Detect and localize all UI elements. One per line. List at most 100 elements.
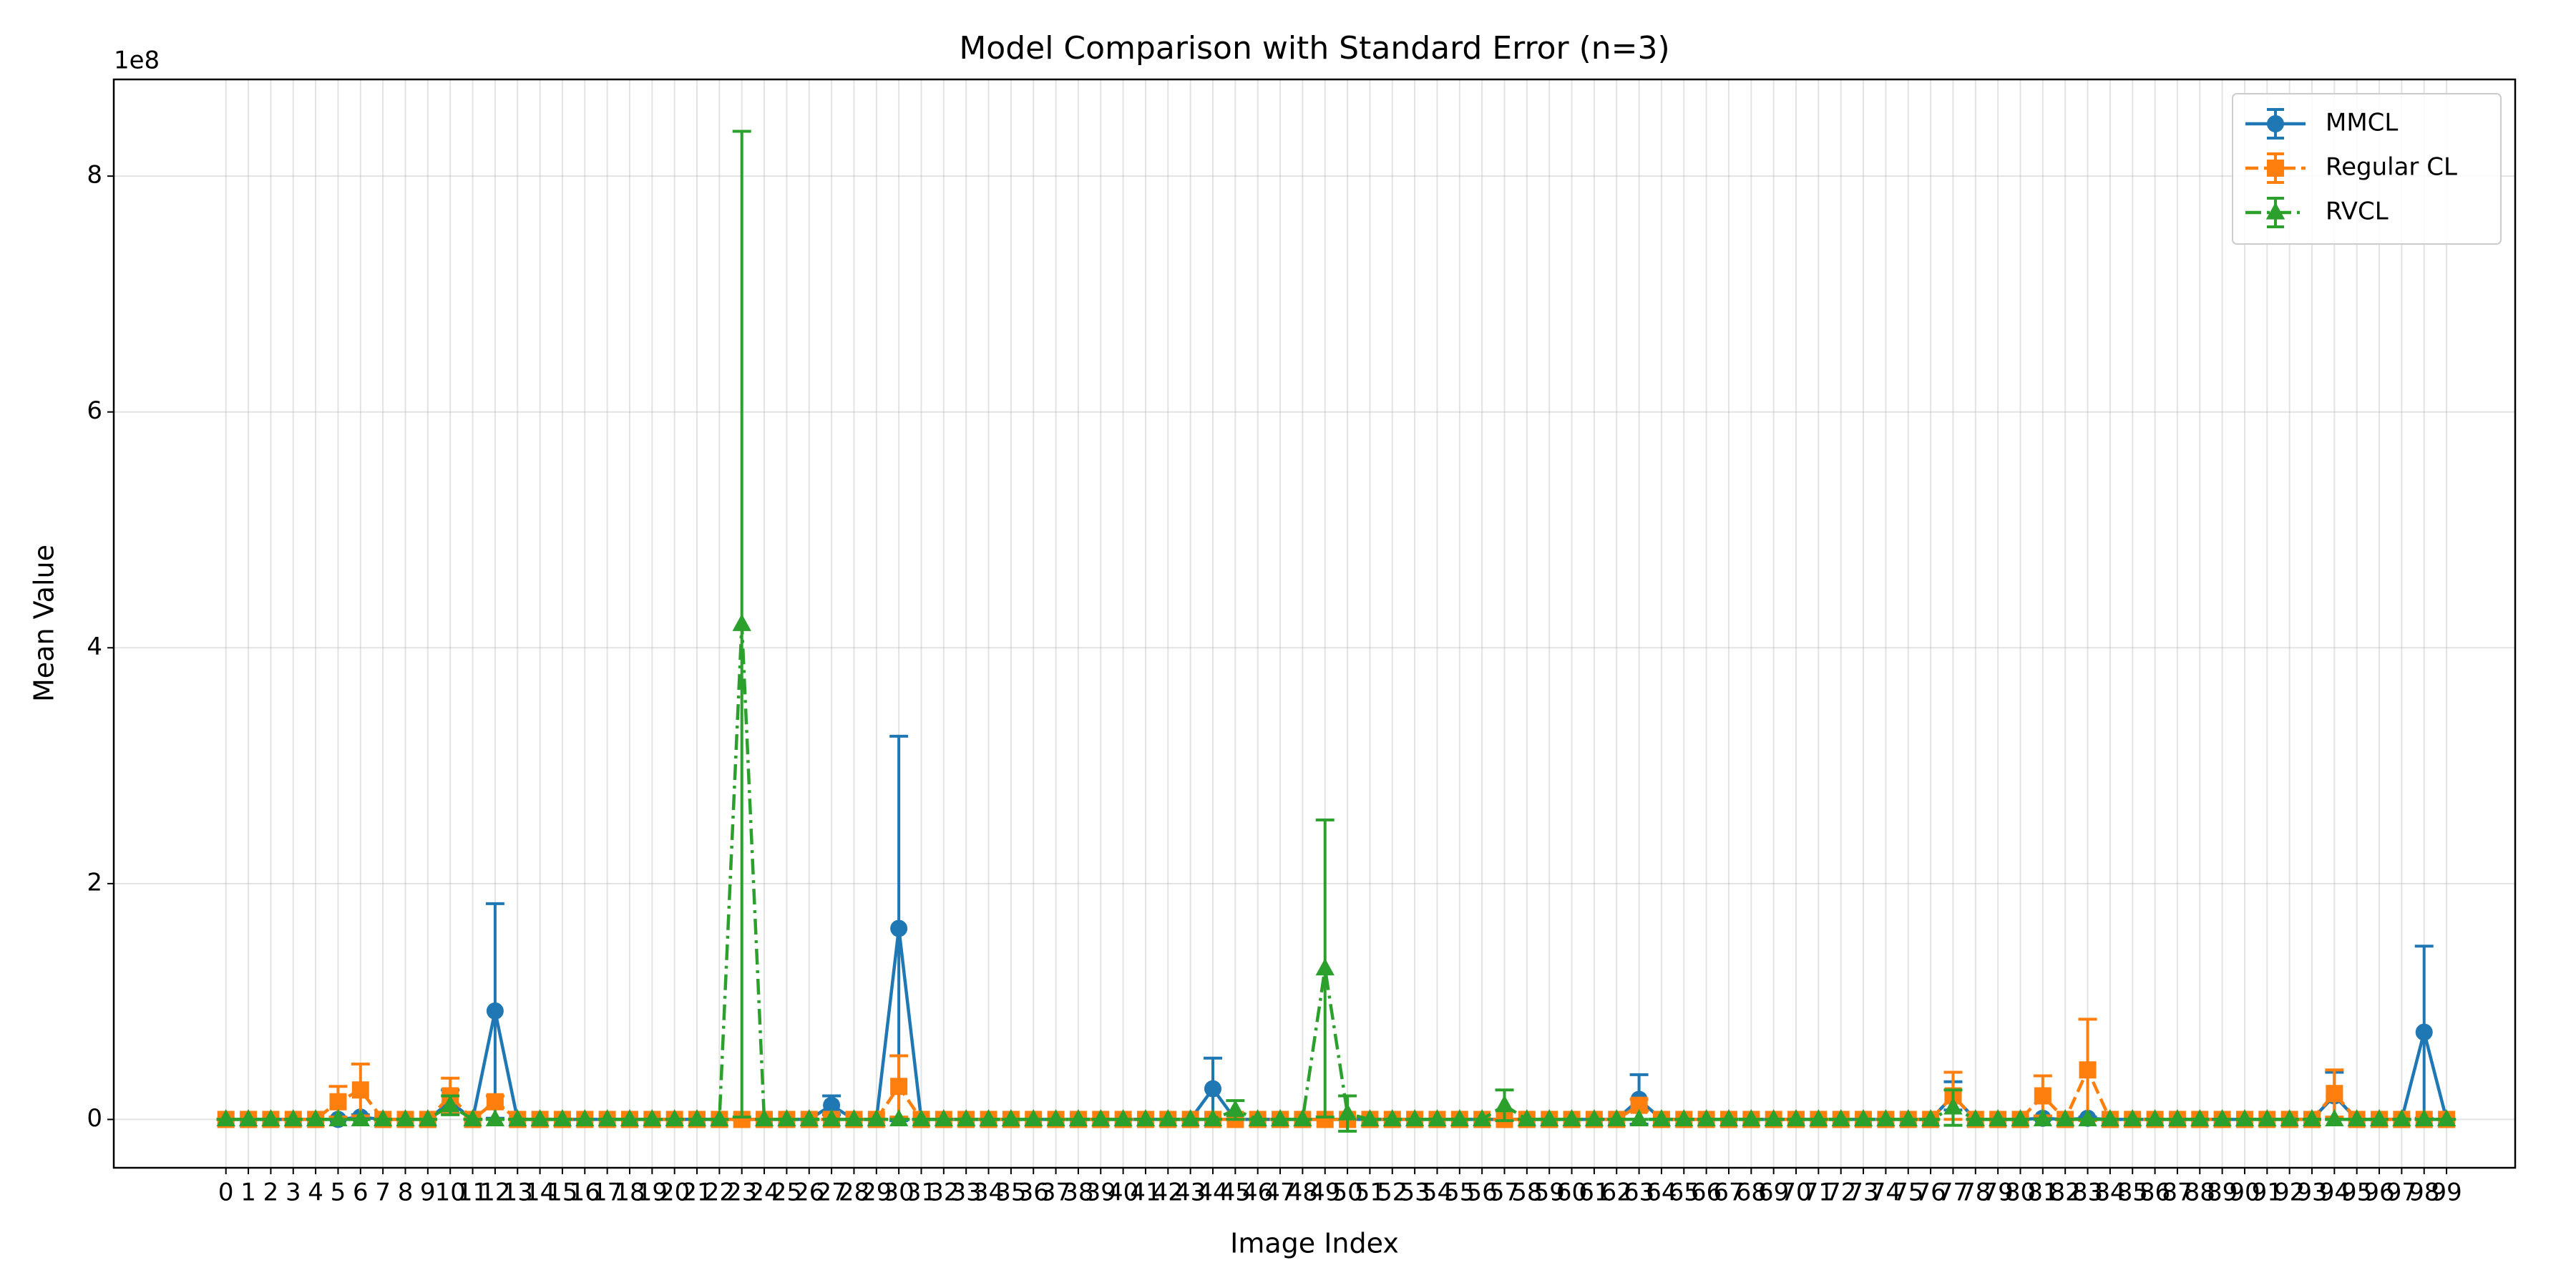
data-point — [1024, 1109, 1043, 1127]
x-axis-label: Image Index — [1230, 1228, 1399, 1259]
data-point — [575, 1109, 595, 1127]
data-point — [1876, 1109, 1896, 1127]
x-tick-label: 67 — [1713, 1179, 1744, 1207]
data-point — [1001, 1109, 1021, 1127]
data-point — [1046, 1109, 1065, 1127]
x-tick-label: 35 — [995, 1179, 1026, 1207]
data-point — [2167, 1109, 2187, 1127]
x-tick-label: 11 — [457, 1179, 488, 1207]
x-tick-label: 68 — [1736, 1179, 1767, 1207]
x-tick-label: 54 — [1422, 1179, 1453, 1207]
x-tick-label: 29 — [861, 1179, 892, 1207]
x-tick-label: 52 — [1377, 1179, 1407, 1207]
x-tick-label: 89 — [2207, 1179, 2238, 1207]
data-point — [2258, 1109, 2277, 1127]
x-tick-label: 73 — [1848, 1179, 1878, 1207]
x-tick-label: 2 — [263, 1179, 279, 1207]
series — [216, 130, 2457, 1133]
data-point — [216, 1109, 235, 1127]
x-tick-label: 10 — [435, 1179, 466, 1207]
data-point — [934, 1109, 954, 1127]
x-tick-label: 99 — [2431, 1179, 2462, 1207]
data-point — [844, 1109, 864, 1127]
data-point — [552, 1109, 572, 1127]
data-point — [328, 1109, 348, 1127]
data-point — [441, 1095, 460, 1113]
data-point — [1629, 1109, 1649, 1127]
data-point — [799, 1109, 819, 1127]
x-tick-label: 88 — [2185, 1179, 2215, 1207]
data-point — [687, 1109, 707, 1127]
x-tick-label: 93 — [2296, 1179, 2327, 1207]
data-point — [2347, 1109, 2366, 1127]
data-point — [1831, 1109, 1850, 1127]
data-point — [1719, 1109, 1739, 1127]
y-axis-label: Mean Value — [29, 545, 60, 702]
data-point — [1607, 1109, 1626, 1127]
data-point — [1315, 958, 1335, 976]
data-point — [283, 1109, 303, 1127]
data-point — [2100, 1109, 2120, 1127]
data-point — [1472, 1109, 1492, 1127]
x-tick-label: 70 — [1780, 1179, 1811, 1207]
data-point — [2034, 1087, 2051, 1105]
data-point — [1674, 1109, 1694, 1127]
data-point — [2078, 1109, 2097, 1127]
data-point — [1136, 1109, 1156, 1127]
x-tick-label: 7 — [375, 1179, 391, 1207]
data-point — [1428, 1109, 1447, 1127]
data-point — [1742, 1109, 1761, 1127]
data-point — [2280, 1109, 2299, 1127]
data-point — [485, 1109, 505, 1127]
data-point — [821, 1109, 841, 1127]
x-tick-label: 81 — [2027, 1179, 2058, 1207]
data-point — [823, 1096, 841, 1114]
x-tick-label: 25 — [771, 1179, 802, 1207]
x-tick-label: 74 — [1870, 1179, 1901, 1207]
x-tick-label: 76 — [1915, 1179, 1946, 1207]
data-point — [1652, 1109, 1672, 1127]
x-tick-label: 36 — [1018, 1179, 1049, 1207]
data-point — [2436, 1109, 2457, 1127]
x-tick-label: 37 — [1040, 1179, 1071, 1207]
data-point — [1921, 1109, 1941, 1127]
data-point — [665, 1109, 684, 1127]
data-point — [2414, 1109, 2434, 1127]
y-tick-label: 2 — [87, 868, 102, 897]
data-point — [1988, 1109, 2008, 1127]
data-point — [1248, 1109, 1267, 1127]
x-tick-label: 27 — [816, 1179, 847, 1207]
data-point — [979, 1109, 998, 1127]
x-tick-label: 50 — [1332, 1179, 1362, 1207]
x-tick-label: 16 — [570, 1179, 600, 1207]
x-tick-label: 78 — [1960, 1179, 1991, 1207]
data-point — [620, 1109, 640, 1127]
x-tick-label: 75 — [1893, 1179, 1923, 1207]
legend-label: MMCL — [2326, 109, 2398, 137]
data-point — [2415, 1023, 2433, 1041]
data-point — [2369, 1109, 2389, 1127]
x-tick-label: 41 — [1130, 1179, 1161, 1207]
data-point — [1853, 1109, 1873, 1127]
chart-title: Model Comparison with Standard Error (n=… — [959, 30, 1669, 67]
data-point — [1764, 1109, 1783, 1127]
x-tick-label: 18 — [614, 1179, 645, 1207]
data-point — [890, 1078, 908, 1096]
data-point — [1181, 1109, 1200, 1127]
y-tick-label: 6 — [87, 396, 102, 425]
data-point — [912, 1109, 931, 1127]
x-tick-label: 6 — [353, 1179, 369, 1207]
x-tick-label: 63 — [1624, 1179, 1654, 1207]
x-tick-label: 79 — [1983, 1179, 2014, 1207]
x-tick-label: 13 — [502, 1179, 533, 1207]
data-point — [1091, 1109, 1111, 1127]
data-point — [351, 1109, 371, 1127]
data-point — [1495, 1095, 1514, 1113]
data-point — [2212, 1109, 2232, 1127]
data-point — [1360, 1109, 1380, 1127]
data-point — [1786, 1109, 1806, 1127]
x-tick-label: 5 — [331, 1179, 346, 1207]
x-tick-label: 4 — [308, 1179, 323, 1207]
data-point — [2190, 1109, 2210, 1127]
